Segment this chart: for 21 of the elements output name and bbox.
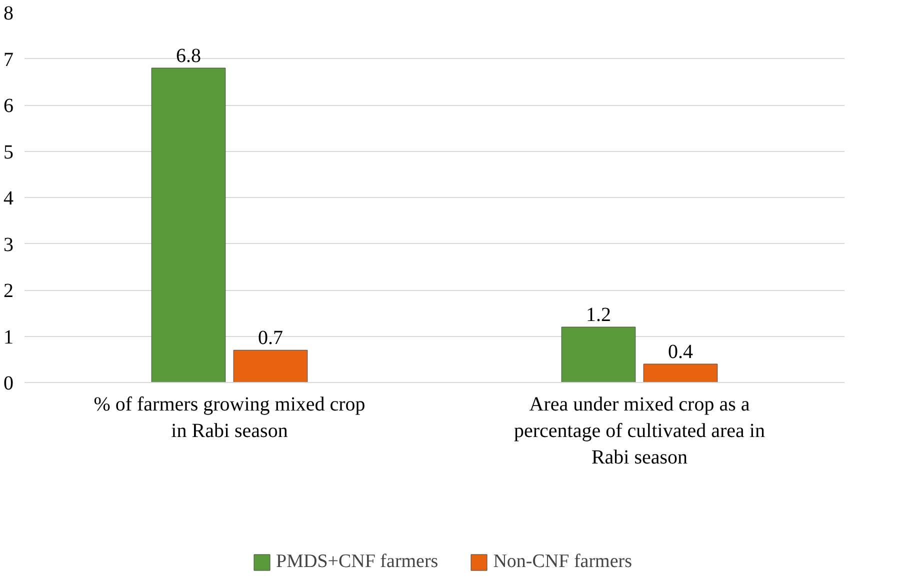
legend-label: Non-CNF farmers xyxy=(493,551,632,574)
data-label: 0.7 xyxy=(258,327,283,350)
data-label: 0.4 xyxy=(668,341,693,363)
bar xyxy=(233,350,308,382)
y-tick-label: 5 xyxy=(4,141,14,164)
x-tick-label: % of farmers growing mixed crop in Rabi season xyxy=(94,394,366,442)
legend-label: PMDS+CNF farmers xyxy=(276,551,438,574)
y-tick-label: 3 xyxy=(4,234,14,256)
x-tick-label: Area under mixed crop as a percentage of cultivated area in Rabi season xyxy=(514,394,765,468)
y-tick-label: 2 xyxy=(4,280,14,302)
data-label: 6.8 xyxy=(176,45,201,67)
bar xyxy=(643,364,718,382)
y-tick-label: 0 xyxy=(4,372,14,394)
y-tick-label: 6 xyxy=(4,95,14,117)
data-label: 1.2 xyxy=(586,304,611,326)
y-tick-label: 4 xyxy=(4,188,14,210)
bar xyxy=(561,326,636,382)
bar xyxy=(151,68,226,382)
y-tick-label: 8 xyxy=(4,2,14,24)
y-tick-label: 1 xyxy=(4,326,14,348)
y-tick-label: 7 xyxy=(4,48,14,71)
